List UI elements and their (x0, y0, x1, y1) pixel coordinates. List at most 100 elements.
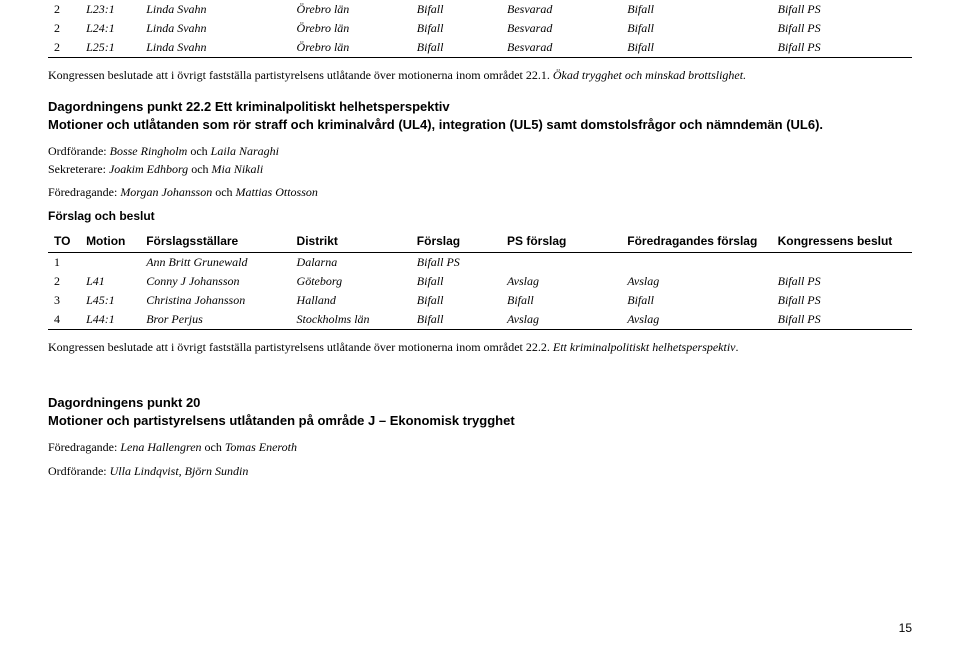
page-root: 2L23:1Linda SvahnÖrebro länBifallBesvara… (0, 0, 960, 480)
cell: Bifall (621, 19, 771, 38)
cell: Bifall (501, 291, 621, 310)
presenter-and: och (212, 185, 235, 199)
cell: Bifall (411, 310, 501, 330)
cell: Stockholms län (291, 310, 411, 330)
cell: 4 (48, 310, 80, 330)
cell: L24:1 (80, 19, 140, 38)
para2-period: . (736, 340, 739, 354)
th-presenter-proposal: Föredragandes förslag (621, 232, 771, 253)
th-proposal: Förslag (411, 232, 501, 253)
agenda-heading-20: Dagordningens punkt 20 (48, 394, 912, 412)
para2-italic: Ett kriminalpolitiskt helhetsperspektiv (553, 340, 736, 354)
table-row: 2L25:1Linda SvahnÖrebro länBifallBesvara… (48, 38, 912, 58)
cell: Dalarna (291, 253, 411, 273)
secretary-name-2: Mia Nikali (212, 162, 264, 176)
presenter-label: Föredragande: (48, 185, 120, 199)
table-proposals: TO Motion Förslagsställare Distrikt Förs… (48, 232, 912, 330)
cell: Bifall PS (411, 253, 501, 273)
agenda-subheading-20: Motioner och partistyrelsens utlåtanden … (48, 412, 912, 430)
cell: 1 (48, 253, 80, 273)
cell: Örebro län (291, 19, 411, 38)
presenter-name-1: Morgan Johansson (120, 185, 212, 199)
cell: Bifall (411, 272, 501, 291)
table-row: 2L41Conny J JohanssonGöteborgBifall Avsla… (48, 272, 912, 291)
cell: Bifall PS (772, 291, 912, 310)
cell: Conny J Johansson (140, 272, 290, 291)
cell: Bifall (411, 38, 501, 58)
cell: L25:1 (80, 38, 140, 58)
cell: Avslag (501, 310, 621, 330)
decision-paragraph-1: Kongressen beslutade att i övrigt fastst… (48, 68, 912, 84)
cell: Avslag (621, 310, 771, 330)
table-row: 4L44:1Bror PerjusStockholms länBifallAvs… (48, 310, 912, 330)
cell: Linda Svahn (140, 38, 290, 58)
table-top: 2L23:1Linda SvahnÖrebro länBifallBesvara… (48, 0, 912, 58)
cell (772, 253, 912, 273)
cell: Bifall PS (772, 0, 912, 19)
cell: Besvarad (501, 0, 621, 19)
cell: 2 (48, 19, 80, 38)
cell: Avslag (621, 272, 771, 291)
chair-label: Ordförande: (48, 144, 110, 158)
th-name: Förslagsställare (140, 232, 290, 253)
cell: Bifall PS (772, 272, 912, 291)
th-ps-proposal: PS förslag (501, 232, 621, 253)
cell: Bror Perjus (140, 310, 290, 330)
cell: 3 (48, 291, 80, 310)
cell (501, 253, 621, 273)
chair-line: Ordförande: Bosse Ringholm och Laila Nar… (48, 144, 912, 160)
secretary-line: Sekreterare: Joakim Edhborg och Mia Nika… (48, 162, 912, 178)
cell: 2 (48, 38, 80, 58)
para1-italic: Ökad trygghet och minskad brottslighet. (553, 68, 746, 82)
chair-name-2: Laila Naraghi (211, 144, 279, 158)
table-row: 2L23:1Linda SvahnÖrebro län BifallBesvara… (48, 0, 912, 19)
cell: Bifall PS (772, 38, 912, 58)
cell (80, 253, 140, 273)
presenter2-name-1: Lena Hallengren (120, 440, 201, 454)
cell: Örebro län (291, 0, 411, 19)
th-to: TO (48, 232, 80, 253)
agenda-subheading-22-2: Motioner och utlåtanden som rör straff o… (48, 116, 912, 134)
chair2-names: Ulla Lindqvist, Björn Sundin (110, 464, 249, 478)
cell: Bifall PS (772, 19, 912, 38)
cell: L44:1 (80, 310, 140, 330)
table-row: 3L45:1Christina JohanssonHallandBifallBi… (48, 291, 912, 310)
cell: L23:1 (80, 0, 140, 19)
cell: Linda Svahn (140, 0, 290, 19)
page-number: 15 (899, 621, 912, 635)
presenter-line: Föredragande: Morgan Johansson och Matti… (48, 185, 912, 201)
cell: Ann Britt Grunewald (140, 253, 290, 273)
presenter2-name-2: Tomas Eneroth (225, 440, 297, 454)
presenter-line-2: Föredragande: Lena Hallengren och Tomas … (48, 440, 912, 456)
cell (621, 253, 771, 273)
cell: 2 (48, 0, 80, 19)
cell: Örebro län (291, 38, 411, 58)
chair-name-1: Bosse Ringholm (110, 144, 188, 158)
cell: Göteborg (291, 272, 411, 291)
table-row: 2L24:1Linda SvahnÖrebro län BifallBesvara… (48, 19, 912, 38)
cell: Bifall (621, 0, 771, 19)
cell: Halland (291, 291, 411, 310)
para2-text: Kongressen beslutade att i övrigt fastst… (48, 340, 553, 354)
presenter2-label: Föredragande: (48, 440, 120, 454)
table-header-row: TO Motion Förslagsställare Distrikt Förs… (48, 232, 912, 253)
cell: 2 (48, 272, 80, 291)
th-congress-decision: Kongressens beslut (772, 232, 912, 253)
cell: Besvarad (501, 19, 621, 38)
proposal-heading: Förslag och beslut (48, 209, 912, 225)
table-row: 1 Ann Britt GrunewaldDalarnaBifall PS (48, 253, 912, 273)
cell: Bifall PS (772, 310, 912, 330)
para1-text: Kongressen beslutade att i övrigt fastst… (48, 68, 553, 82)
presenter2-and: och (202, 440, 225, 454)
cell: Besvarad (501, 38, 621, 58)
secretary-and: och (188, 162, 211, 176)
chair2-label: Ordförande: (48, 464, 110, 478)
secretary-label: Sekreterare: (48, 162, 109, 176)
cell: Linda Svahn (140, 19, 290, 38)
cell: L41 (80, 272, 140, 291)
cell: Bifall (411, 291, 501, 310)
cell: Bifall (621, 291, 771, 310)
chair-and: och (187, 144, 210, 158)
cell: L45:1 (80, 291, 140, 310)
th-district: Distrikt (291, 232, 411, 253)
